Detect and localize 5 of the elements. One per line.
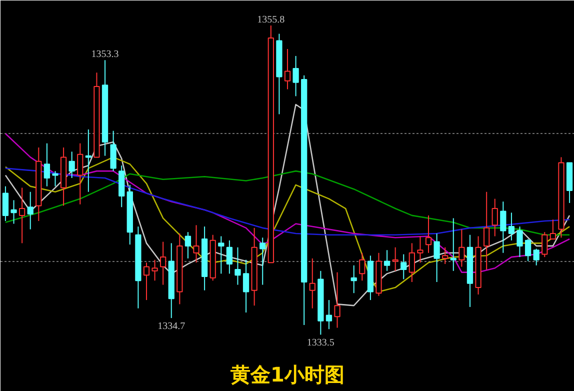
text: 黄金1小时图 — [230, 362, 344, 386]
annotation: 1353.3 — [91, 49, 119, 60]
annotation: 1333.5 — [306, 338, 334, 349]
annotation: 1355.8 — [257, 14, 285, 26]
annotation: 1334.7 — [158, 321, 186, 332]
